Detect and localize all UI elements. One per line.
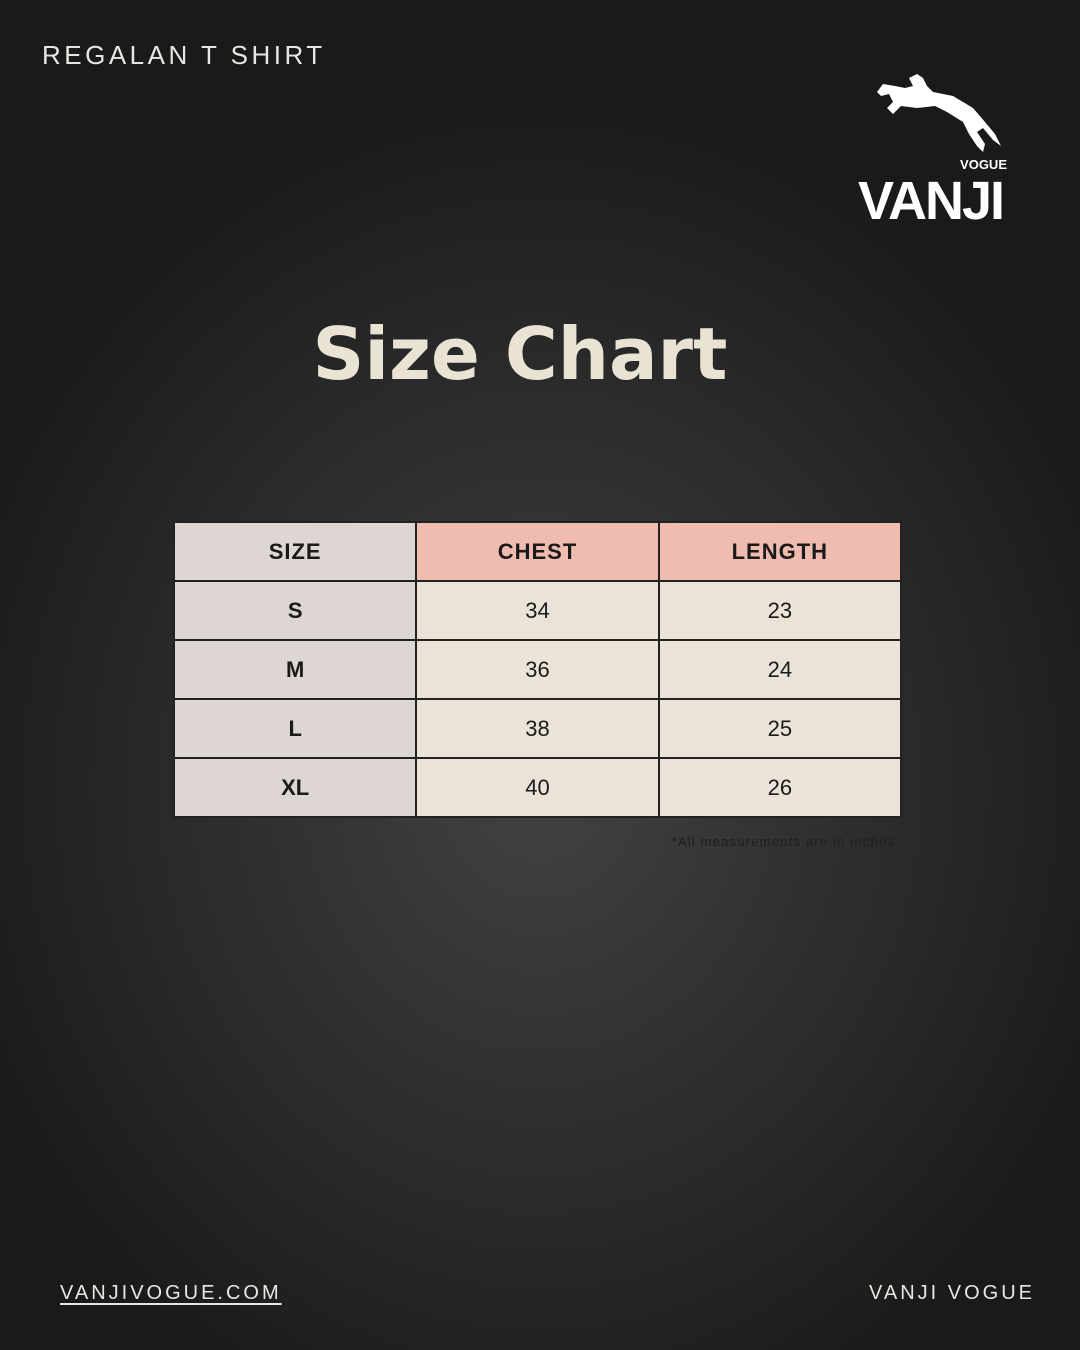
table-row: S 34 23 [172, 580, 903, 641]
chest-cell: 34 [415, 580, 660, 641]
measurement-note: *All measurements are in inches. [671, 834, 900, 849]
page-title: Size Chart [312, 312, 728, 396]
length-cell: 25 [657, 698, 903, 759]
size-cell: S [172, 580, 418, 641]
size-cell: L [172, 698, 418, 759]
size-cell: XL [172, 757, 418, 818]
table-row: M 36 24 [172, 639, 903, 700]
logo-subtext: VOGUE [960, 157, 1007, 172]
column-header-chest: CHEST [415, 521, 660, 582]
table-row: L 38 25 [172, 698, 903, 759]
length-cell: 23 [657, 580, 903, 641]
website-link[interactable]: VANJIVOGUE.COM [60, 1282, 282, 1304]
size-cell: M [172, 639, 418, 700]
column-header-size: SIZE [172, 521, 418, 582]
brand-logo: VOGUE VANJI [855, 72, 1015, 237]
chest-cell: 40 [415, 757, 660, 818]
table-row: XL 40 26 [172, 757, 903, 818]
length-cell: 26 [657, 757, 903, 818]
chest-cell: 36 [415, 639, 660, 700]
column-header-length: LENGTH [657, 521, 903, 582]
product-title: REGALAN T SHIRT [42, 40, 326, 70]
size-chart-table: SIZE CHEST LENGTH S 34 23 M 36 24 L 38 2… [172, 521, 903, 818]
logo-wordmark: VANJI [858, 171, 1005, 231]
chest-cell: 38 [415, 698, 660, 759]
horse-jumper-icon [877, 74, 1001, 152]
table-header-row: SIZE CHEST LENGTH [172, 521, 903, 582]
brand-name: VANJI VOGUE [869, 1282, 1035, 1304]
length-cell: 24 [657, 639, 903, 700]
